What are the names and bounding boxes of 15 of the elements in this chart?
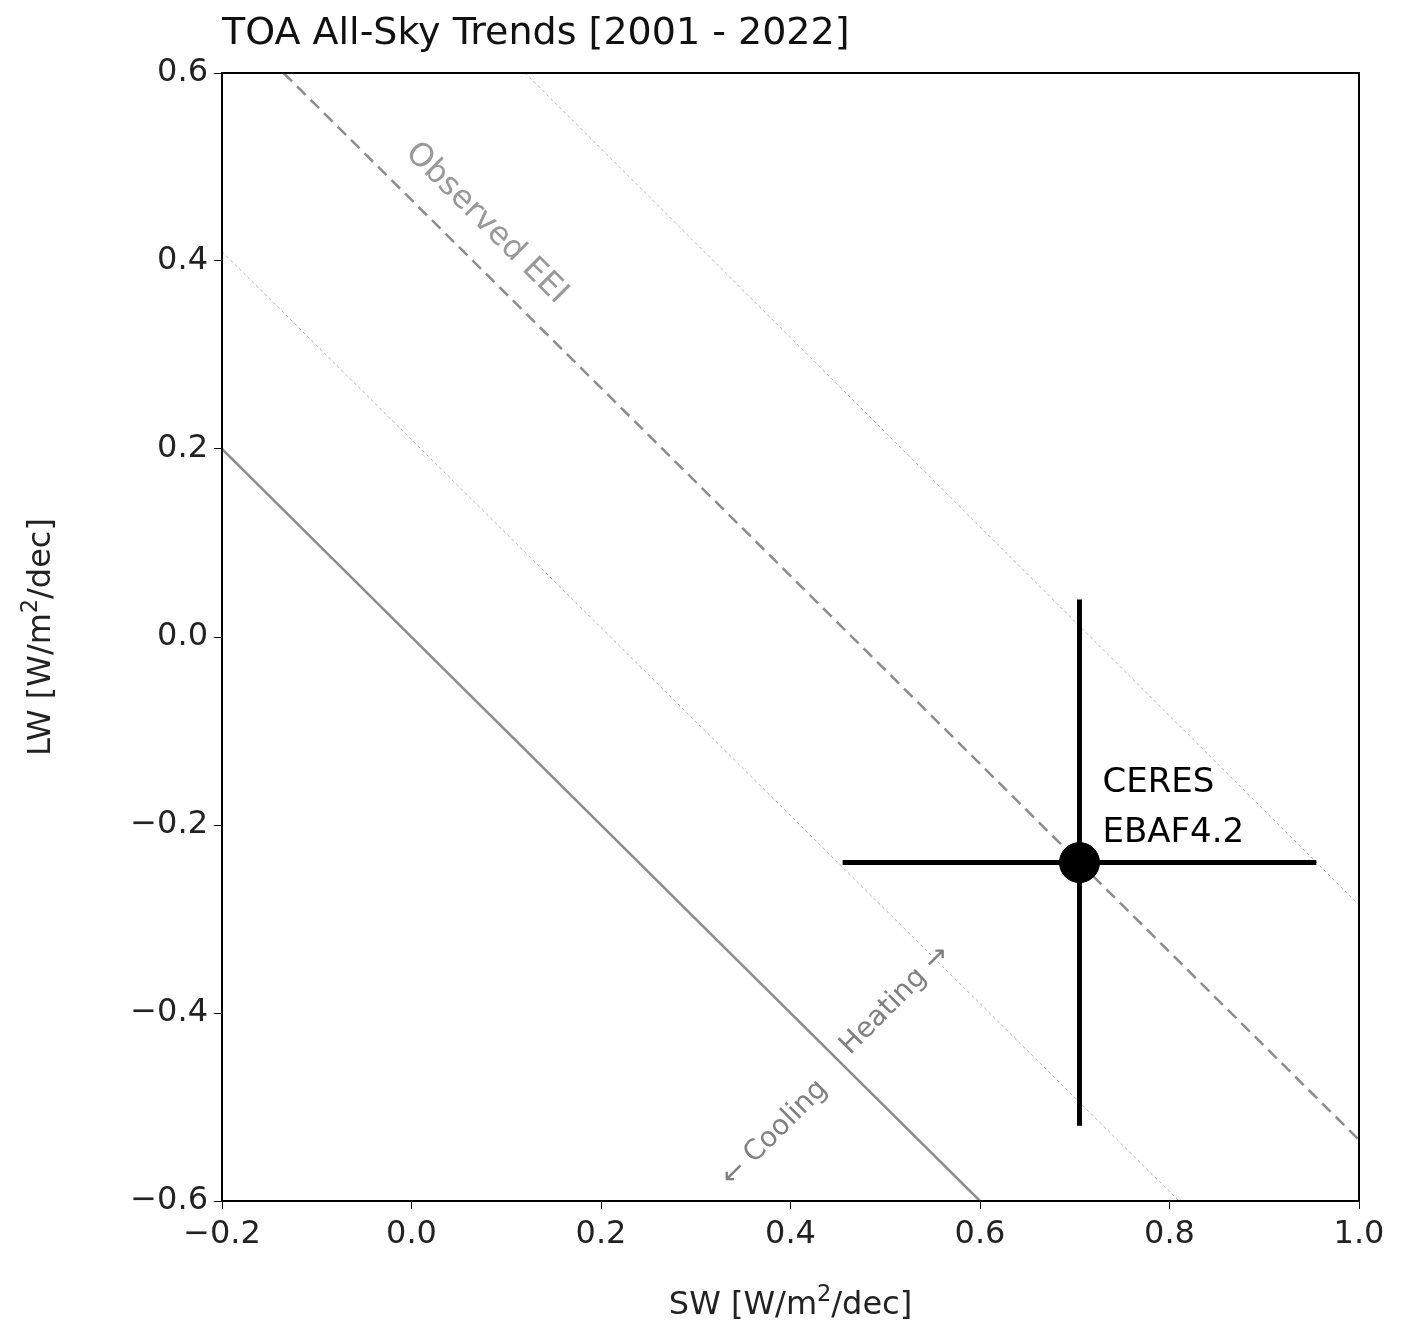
y-tick-label: 0.0 bbox=[157, 615, 208, 654]
y-tick-label: −0.4 bbox=[130, 991, 208, 1030]
y-tick-label: 0.4 bbox=[157, 239, 208, 278]
y-tick-label: 0.2 bbox=[157, 427, 208, 466]
series-label: CERES EBAF4.2 bbox=[1102, 760, 1245, 851]
y-tick-label: 0.6 bbox=[157, 51, 208, 90]
x-tick-label: 0.2 bbox=[575, 1212, 627, 1251]
y-tick-label: −0.2 bbox=[130, 803, 208, 842]
x-tick-label: 0.4 bbox=[765, 1212, 816, 1251]
x-tick-label: 1.0 bbox=[1333, 1212, 1385, 1251]
y-axis-title: LW [W/m2/dec] bbox=[15, 518, 59, 756]
x-tick-label: 0.6 bbox=[954, 1212, 1006, 1251]
x-tick-label: 0.8 bbox=[1144, 1212, 1195, 1251]
x-tick-label: 0.0 bbox=[386, 1212, 437, 1251]
chart-title: TOA All-Sky Trends [2001 - 2022] bbox=[221, 8, 850, 53]
